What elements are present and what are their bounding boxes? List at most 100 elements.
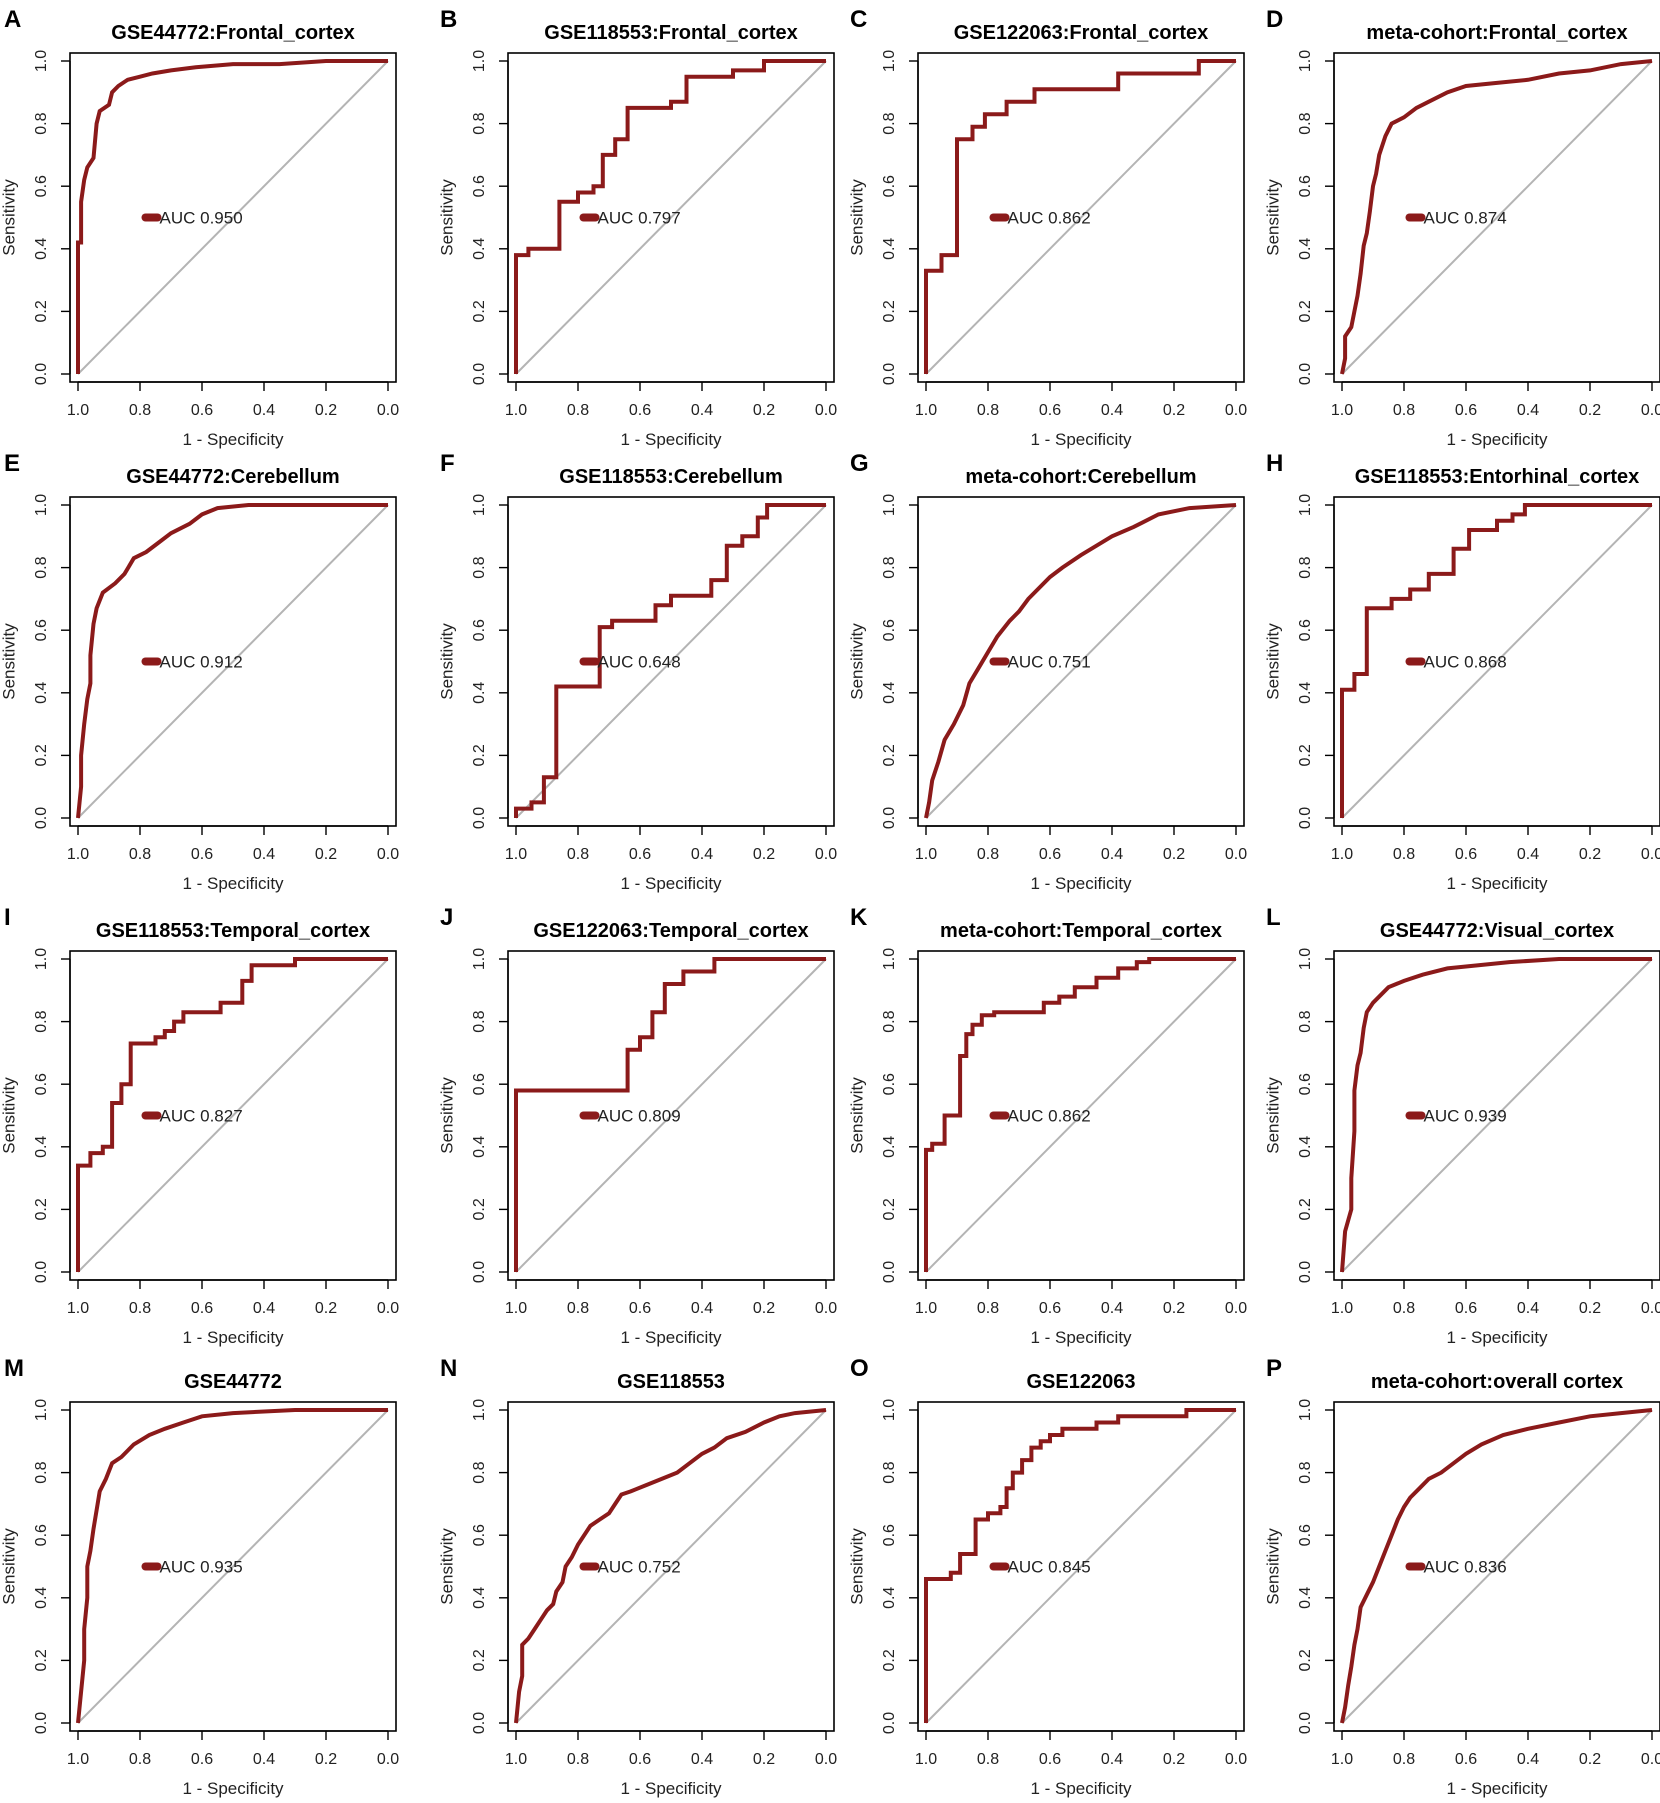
y-tick-label: 0.0 [471, 363, 488, 385]
x-tick-label: 0.0 [1641, 1751, 1660, 1768]
reference-diagonal [515, 958, 827, 1273]
x-tick-label: 0.2 [1579, 1300, 1601, 1317]
y-tick-label: 0.6 [33, 175, 50, 197]
y-tick-label: 1.0 [33, 1399, 50, 1421]
x-tick-label: 0.4 [1517, 1300, 1539, 1317]
x-axis-label: 1 - Specificity [1446, 430, 1548, 449]
x-tick-label: 0.0 [815, 846, 837, 863]
panel-letter: M [4, 1355, 24, 1382]
x-tick-label: 0.2 [1163, 1300, 1185, 1317]
x-tick-label: 0.0 [377, 402, 399, 419]
x-tick-label: 1.0 [1331, 1300, 1353, 1317]
x-tick-label: 0.6 [1455, 402, 1477, 419]
x-tick-label: 0.6 [191, 1751, 213, 1768]
y-tick-label: 0.4 [1297, 1136, 1314, 1158]
x-tick-label: 0.8 [129, 846, 151, 863]
y-tick-label: 0.0 [881, 807, 898, 829]
x-tick-label: 0.6 [629, 402, 651, 419]
y-tick-label: 0.2 [1297, 744, 1314, 766]
x-axis-label: 1 - Specificity [1030, 1779, 1132, 1798]
x-tick-label: 0.4 [1517, 1751, 1539, 1768]
y-tick-label: 0.2 [1297, 1649, 1314, 1671]
y-tick-label: 0.6 [33, 1524, 50, 1546]
y-tick-label: 0.4 [471, 238, 488, 260]
y-axis-label: Sensitivity [1263, 1077, 1282, 1154]
y-tick-label: 0.4 [881, 1587, 898, 1609]
x-axis-label: 1 - Specificity [182, 430, 284, 449]
reference-diagonal [925, 504, 1237, 819]
x-axis-label: 1 - Specificity [1446, 874, 1548, 893]
x-tick-label: 0.2 [315, 402, 337, 419]
y-tick-label: 0.2 [471, 744, 488, 766]
panel-title: meta-cohort:Cerebellum [965, 466, 1196, 488]
x-tick-label: 0.4 [691, 1751, 713, 1768]
y-tick-label: 0.0 [1297, 1712, 1314, 1734]
y-tick-label: 0.0 [471, 807, 488, 829]
y-tick-label: 0.6 [471, 175, 488, 197]
reference-diagonal [1341, 504, 1653, 819]
x-tick-label: 0.4 [1101, 402, 1123, 419]
y-tick-label: 1.0 [471, 494, 488, 516]
x-tick-label: 1.0 [505, 846, 527, 863]
y-tick-label: 0.6 [881, 1073, 898, 1095]
y-axis-label: Sensitivity [0, 1528, 18, 1605]
panel-letter: B [440, 6, 457, 33]
x-tick-label: 1.0 [67, 846, 89, 863]
x-tick-label: 1.0 [505, 1300, 527, 1317]
y-axis-label: Sensitivity [847, 179, 866, 256]
x-tick-label: 0.4 [253, 1300, 275, 1317]
panel-letter: K [850, 904, 868, 931]
roc-panel-f: F GSE118553:Cerebellum 1.0 0.8 0.6 0.4 0.2 0.0 1… [437, 450, 837, 893]
roc-curve [924, 503, 1237, 819]
y-tick-label: 0.6 [1297, 1524, 1314, 1546]
roc-curve [1340, 59, 1653, 375]
panel-letter: G [850, 450, 869, 477]
roc-curve [1340, 957, 1652, 1273]
roc-panel-e: E GSE44772:Cerebellum 1.0 0.8 0.6 0.4 0.2 0.0 1 … [0, 450, 399, 893]
roc-panel-m: M GSE44772 1.0 0.8 0.6 0.4 0.2 0.0 1 - Specifici… [0, 1355, 399, 1798]
x-tick-label: 0.6 [1039, 402, 1061, 419]
x-tick-label: 0.8 [567, 1751, 589, 1768]
x-tick-label: 1.0 [67, 1300, 89, 1317]
x-tick-label: 0.8 [977, 1300, 999, 1317]
x-tick-label: 0.0 [1225, 402, 1247, 419]
roc-panel-h: H GSE118553:Entorhinal_cortex 1.0 0.8 0.6 0.4… [1263, 450, 1660, 893]
reference-diagonal [77, 958, 389, 1273]
x-tick-label: 0.8 [977, 846, 999, 863]
y-tick-label: 0.8 [881, 556, 898, 578]
panel-title: GSE44772:Visual_cortex [1380, 920, 1614, 942]
reference-diagonal [1341, 1409, 1653, 1724]
y-tick-label: 1.0 [33, 948, 50, 970]
auc-label: AUC 0.752 [598, 1558, 681, 1577]
y-tick-label: 1.0 [1297, 50, 1314, 72]
x-tick-label: 0.6 [629, 1751, 651, 1768]
x-axis-label: 1 - Specificity [1030, 874, 1132, 893]
y-tick-label: 0.2 [33, 300, 50, 322]
panel-letter: J [440, 904, 453, 931]
y-tick-label: 0.6 [881, 619, 898, 641]
reference-diagonal [77, 1409, 389, 1724]
x-tick-label: 0.6 [191, 402, 213, 419]
y-tick-label: 0.0 [33, 363, 50, 385]
roc-curve [924, 957, 1236, 1272]
panel-title: meta-cohort:Frontal_cortex [1366, 22, 1627, 44]
y-tick-label: 0.8 [471, 112, 488, 134]
y-tick-label: 0.4 [471, 1587, 488, 1609]
x-axis-label: 1 - Specificity [620, 430, 722, 449]
y-tick-label: 0.2 [33, 1649, 50, 1671]
y-tick-label: 0.8 [33, 112, 50, 134]
panel-letter: C [850, 6, 867, 33]
y-tick-label: 0.6 [881, 175, 898, 197]
x-tick-label: 0.2 [1163, 846, 1185, 863]
y-tick-label: 0.2 [33, 744, 50, 766]
x-tick-label: 1.0 [505, 402, 527, 419]
y-tick-label: 0.8 [881, 112, 898, 134]
auc-label: AUC 0.827 [160, 1107, 243, 1126]
x-tick-label: 1.0 [1331, 402, 1353, 419]
panel-letter: P [1266, 1355, 1282, 1382]
reference-diagonal [77, 504, 389, 819]
reference-diagonal [925, 1409, 1237, 1724]
x-tick-label: 0.0 [815, 1751, 837, 1768]
roc-panel-i: I GSE118553:Temporal_cortex 1.0 0.8 0.6 0.4 0.… [0, 904, 399, 1347]
